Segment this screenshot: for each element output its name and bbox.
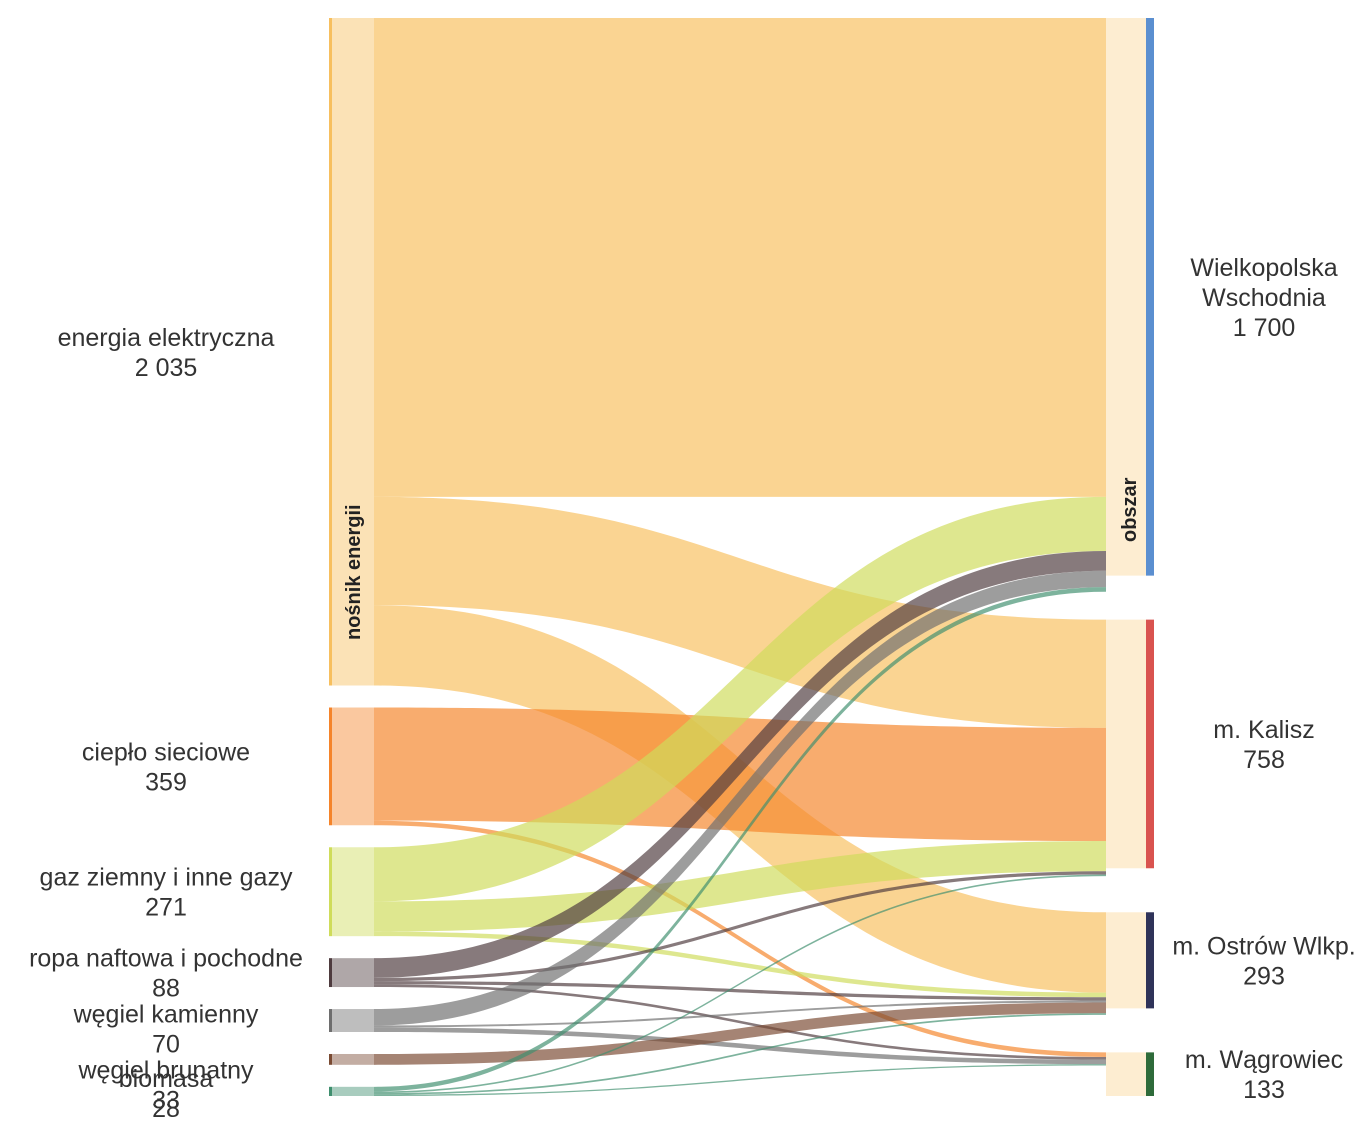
link-cs-mw	[374, 820, 1106, 1057]
link-bio-mw	[374, 1064, 1106, 1096]
link-wk-mo	[374, 1000, 1106, 1028]
link-ee-mk	[374, 496, 1106, 728]
link-rn-mk	[374, 871, 1106, 982]
target-label-m-kalisz-name: m. Kalisz	[1213, 716, 1314, 744]
link-gz-mo	[374, 931, 1106, 998]
target-label-m-kalisz-value: 758	[1243, 746, 1285, 774]
link-wk-mw	[374, 1027, 1106, 1065]
link-rn-mo	[374, 981, 1106, 1001]
source-node-wegiel-brunatny	[332, 1053, 374, 1065]
source-bar-wegiel-brunatny	[329, 1053, 332, 1065]
nodes-layer	[329, 18, 1154, 1096]
link-bio-mo	[374, 1013, 1106, 1095]
source-label-wegiel-brunatny-value: 33	[152, 1087, 180, 1115]
source-label-gaz-ziemny-i-inne-gazy-value: 271	[145, 894, 187, 922]
source-bar-wegiel-kamienny	[329, 1009, 332, 1032]
source-label-wegiel-brunatny-name: węgiel brunatny	[77, 1057, 254, 1085]
source-label-ropa-naftowa-i-pochodne-value: 88	[152, 975, 180, 1003]
target-node-m-kalisz	[1106, 619, 1146, 869]
source-label-wegiel-kamienny-name: węgiel kamienny	[73, 1001, 259, 1029]
target-label-m-ostrow-wlkp-value: 293	[1243, 962, 1285, 990]
source-label-energia-elektryczna-value: 2 035	[135, 354, 198, 382]
link-wb-mo	[374, 1002, 1106, 1065]
link-bio-ww	[374, 587, 1106, 1092]
link-wk-ww	[374, 570, 1106, 1026]
source-label-biomasa-name: biomasa	[119, 1065, 214, 1093]
link-cs-mk	[374, 707, 1106, 842]
link-gz-mk	[374, 841, 1106, 932]
source-label-wegiel-kamienny-value: 70	[152, 1031, 180, 1059]
source-label-cieplo-sieciowe-name: ciepło sieciowe	[82, 738, 250, 766]
source-node-energia-elektryczna	[332, 18, 374, 686]
link-bio-mk	[374, 874, 1106, 1094]
source-label-energia-elektryczna-name: energia elektryczna	[58, 324, 275, 352]
target-node-wielkopolska-wschodnia	[1106, 18, 1146, 576]
source-label-ropa-naftowa-i-pochodne-name: ropa naftowa i pochodne	[29, 945, 303, 973]
target-bar-m-wagrowiec	[1146, 1052, 1154, 1096]
target-node-m-ostrow-wlkp	[1106, 912, 1146, 1009]
source-bar-cieplo-sieciowe	[329, 707, 332, 826]
target-label-m-ostrow-wlkp-name: m. Ostrów Wlkp.	[1172, 932, 1355, 960]
link-ee-ww	[374, 18, 1106, 497]
target-bar-wielkopolska-wschodnia	[1146, 18, 1154, 576]
source-bar-ropa-naftowa-i-pochodne	[329, 958, 332, 988]
source-node-cieplo-sieciowe	[332, 707, 374, 826]
source-node-biomasa	[332, 1086, 374, 1096]
target-label-wielkopolska-wschodnia-name: Wschodnia	[1202, 284, 1326, 312]
target-bar-m-kalisz	[1146, 619, 1154, 869]
right-axis-title: obszar	[1119, 477, 1141, 542]
source-node-wegiel-kamienny	[332, 1009, 374, 1032]
source-label-biomasa-value: 28	[152, 1095, 180, 1123]
target-label-m-wagrowiec-value: 133	[1243, 1076, 1285, 1104]
source-bar-gaz-ziemny-i-inne-gazy	[329, 847, 332, 937]
link-gz-ww	[374, 496, 1106, 902]
target-label-m-wagrowiec-name: m. Wągrowiec	[1185, 1046, 1343, 1074]
source-label-gaz-ziemny-i-inne-gazy-name: gaz ziemny i inne gazy	[40, 864, 293, 892]
links-layer	[374, 18, 1106, 1096]
link-rn-mw	[374, 984, 1106, 1060]
source-bar-energia-elektryczna	[329, 18, 332, 686]
link-rn-ww	[374, 551, 1106, 978]
source-node-ropa-naftowa-i-pochodne	[332, 958, 374, 988]
source-node-gaz-ziemny-i-inne-gazy	[332, 847, 374, 937]
left-axis-title: nośnik energii	[343, 504, 365, 640]
target-bar-m-ostrow-wlkp	[1146, 912, 1154, 1009]
target-node-m-wagrowiec	[1106, 1052, 1146, 1096]
source-label-cieplo-sieciowe-value: 359	[145, 768, 187, 796]
target-label-wielkopolska-wschodnia-name: Wielkopolska	[1190, 254, 1337, 282]
target-label-wielkopolska-wschodnia-value: 1 700	[1233, 314, 1296, 342]
source-bar-biomasa	[329, 1086, 332, 1096]
